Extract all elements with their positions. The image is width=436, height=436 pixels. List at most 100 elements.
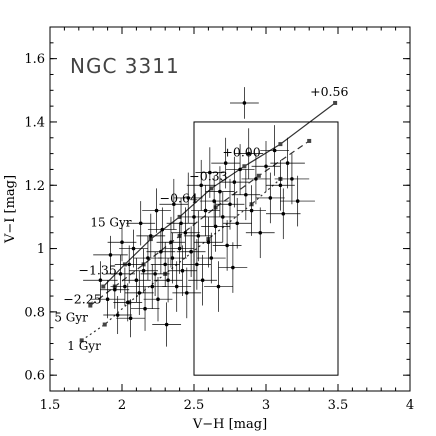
age-label: 5 Gyr [54,310,88,324]
data-point [166,278,170,283]
data-point [120,240,124,245]
data-point [98,278,103,283]
metallicity-label: −0.33 [189,168,227,183]
data-point [218,189,222,194]
data-point [137,291,142,295]
data-point [290,177,294,181]
data-point [149,234,153,238]
data-point [200,278,205,283]
chart-title: NGC 3311 [70,54,180,78]
data-point [179,221,183,226]
metallicity-label: −0.64 [160,191,198,206]
x-tick-label: 2.5 [184,398,205,413]
data-point [264,164,268,169]
data-point [285,161,290,165]
data-point [225,243,229,248]
x-tick-label: 2 [118,398,126,413]
data-point [278,183,283,188]
data-point [154,208,159,213]
data-point [159,249,163,254]
x-tick-label: 3 [262,398,270,413]
data-point [141,268,146,273]
y-tick-label: 1.4 [24,115,45,130]
plot-frame [49,26,411,392]
y-tick-label: 1 [37,242,45,257]
data-point [244,192,248,197]
data-point [254,177,258,181]
data-point [164,322,169,327]
data-point [177,246,182,251]
data-point [268,196,273,200]
model-track-marker [242,164,247,169]
data-point [223,161,228,165]
data-point [156,297,160,302]
y-tick-label: 0.8 [24,305,45,320]
data-point [242,101,247,105]
metallicity-label: −2.25 [63,292,101,307]
data-point [123,284,127,289]
data-point [153,272,157,276]
data-point [170,256,175,260]
data-point [206,240,211,245]
model-track-marker [256,173,261,178]
selection-box [193,121,339,376]
data-point [196,234,201,238]
data-point [125,300,130,305]
data-point [295,199,300,203]
data-point [212,199,216,203]
model-track-marker [278,142,283,147]
data-point [169,240,173,245]
data-point [108,253,113,257]
y-tick-label: 1.6 [24,52,45,67]
metallicity-label: +0.00 [222,144,260,159]
data-point [134,278,139,283]
data-point [160,227,165,232]
data-point [138,221,143,226]
data-point [127,262,131,267]
data-point [115,313,120,317]
data-point [249,208,254,213]
data-point [150,284,155,289]
model-track-marker [79,338,84,343]
data-point [246,151,251,156]
data-point [221,215,225,219]
y-tick-label: 1.2 [24,179,45,194]
y-axis-label: V−I [mag] [3,175,18,244]
data-point [186,196,191,200]
data-point [216,284,221,289]
data-point [272,148,277,153]
data-point [180,268,185,273]
data-point [231,265,235,270]
model-track-marker [101,284,106,289]
data-point [185,291,189,295]
data-point [189,249,193,254]
data-point [199,183,203,188]
data-point [235,221,239,226]
x-tick-label: 3.5 [328,398,349,413]
age-label: 1 Gyr [67,339,101,353]
data-point [195,262,199,267]
model-track-line [102,102,336,287]
data-point [163,262,167,267]
metallicity-label: −1.35 [78,263,116,278]
data-point [183,230,188,235]
age-label: 15 Gyr [90,215,131,229]
model-track-marker [88,303,93,308]
data-point [131,246,136,251]
data-point [281,211,286,216]
metallicity-label: +0.56 [310,84,348,99]
data-point [232,180,237,184]
model-track-marker [307,138,312,143]
data-point [258,230,263,235]
x-axis-label: V−H [mag] [192,417,267,432]
data-point [213,224,218,229]
y-tick-label: 0.6 [24,369,45,384]
data-point [105,297,110,302]
x-tick-label: 1.5 [40,398,61,413]
data-point [238,167,242,172]
model-track-marker [209,186,214,191]
data-point [209,256,214,260]
x-tick-label: 4 [406,398,414,413]
data-point [113,287,117,292]
